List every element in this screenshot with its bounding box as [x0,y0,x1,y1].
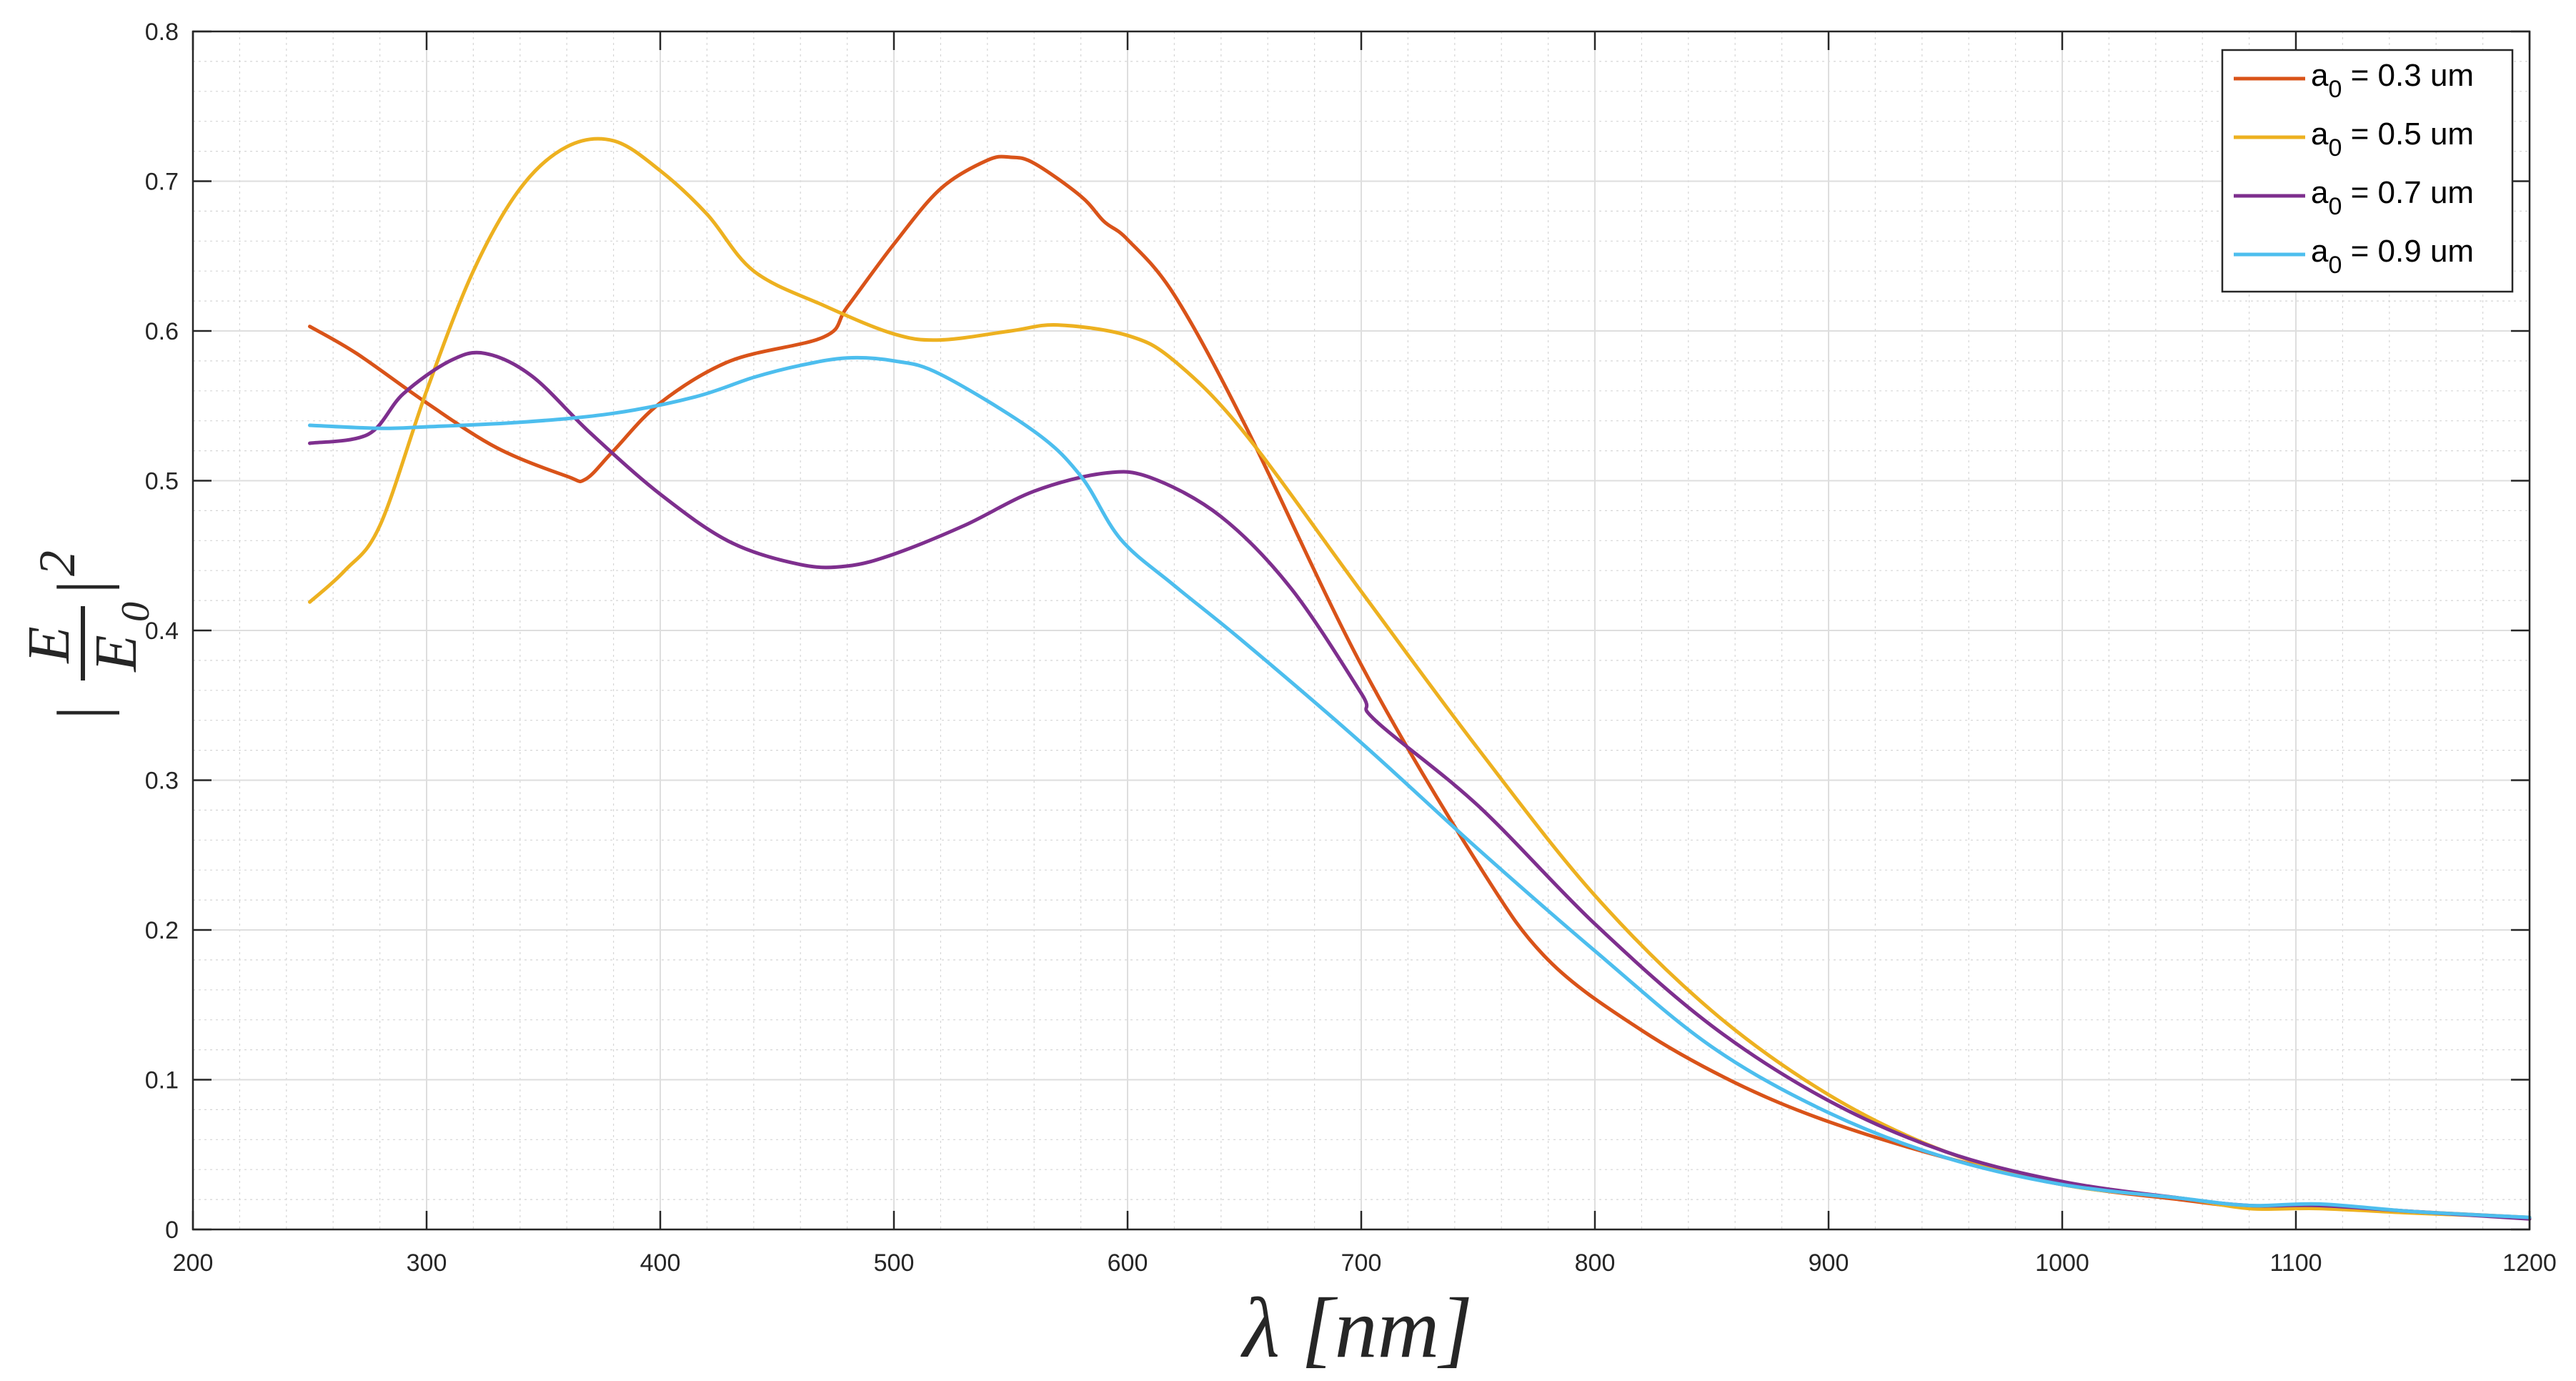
series-layer [308,137,2532,1221]
x-tick-label: 300 [407,1249,447,1277]
legend: a0 = 0.3 um a0 = 0.5 um a0 = 0.7 um a0 = 0.… [2221,49,2514,293]
y-tick-labels: 0 0.1 0.2 0.3 0.4 0.5 0.6 0.7 0.8 [145,19,179,1244]
x-tick-label: 600 [1108,1249,1148,1277]
x-axis-label: λ [nm] [1240,1280,1473,1375]
axis-ticks [192,30,2531,1231]
series-line-4 [308,355,2532,1219]
y-tick-label: 0.1 [145,1067,179,1094]
svg-text:E: E [83,635,149,672]
legend-label-1: a0 = 0.3 um [2311,58,2474,103]
svg-text:|: | [43,579,119,598]
x-tick-label: 400 [640,1249,681,1277]
y-tick-label: 0.8 [145,19,179,46]
y-tick-label: 0.2 [145,917,179,944]
major-grid [193,31,2530,1229]
y-tick-label: 0.7 [145,169,179,196]
x-tick-label: 900 [1809,1249,1849,1277]
legend-box [2221,49,2514,293]
x-tick-label: 500 [874,1249,915,1277]
y-tick-label: 0.5 [145,468,179,495]
x-tick-label: 1100 [2269,1249,2322,1277]
svg-text:2: 2 [29,550,86,576]
svg-text:0: 0 [114,602,158,622]
y-tick-label: 0.3 [145,768,179,795]
series-line-3 [308,350,2532,1221]
svg-text:E: E [16,626,82,663]
x-tick-label: 800 [1575,1249,1616,1277]
y-axis-label: | E E 0 | 2 [16,550,158,723]
legend-items: a0 = 0.3 um a0 = 0.5 um a0 = 0.7 um a0 = 0.… [2234,58,2474,279]
y-tick-label: 0.6 [145,318,179,345]
x-tick-label: 1200 [2502,1249,2557,1277]
x-tick-labels: 200 300 400 500 600 700 800 900 1000 1100 1200 [173,1249,2557,1277]
x-tick-label: 200 [173,1249,214,1277]
legend-label-3: a0 = 0.7 um [2311,175,2474,220]
svg-text:|: | [43,705,119,723]
x-tick-label: 1000 [2035,1249,2089,1277]
legend-label-4: a0 = 0.9 um [2311,234,2474,279]
y-tick-label: 0.4 [145,618,179,645]
x-tick-label: 700 [1341,1249,1382,1277]
y-tick-label: 0 [165,1217,179,1244]
legend-label-2: a0 = 0.5 um [2311,117,2474,162]
